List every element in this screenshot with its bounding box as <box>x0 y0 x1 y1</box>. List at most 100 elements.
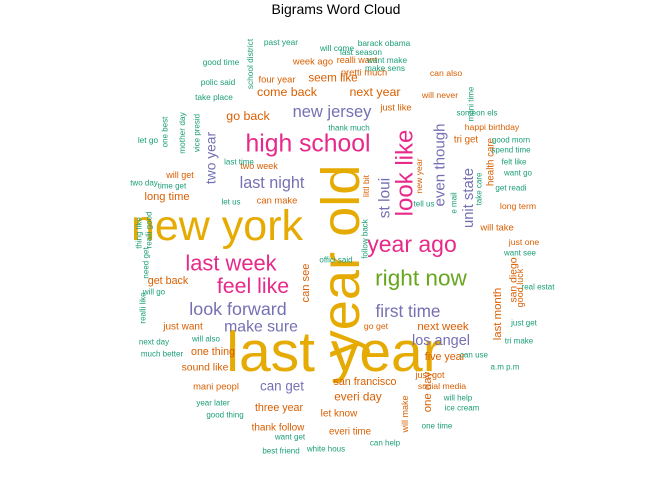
word-vice-presid: vice presid <box>193 114 202 152</box>
word-let-us: let us <box>221 198 240 207</box>
word-want-make: want make <box>366 55 408 65</box>
word-year-old: year old <box>311 165 371 358</box>
word-thank-much: thank much <box>328 124 369 133</box>
word-right-now: right now <box>375 266 467 291</box>
word-everi-time: everi time <box>329 427 371 438</box>
word-spend-time: spend time <box>491 146 531 155</box>
chart-title: Bigrams Word Cloud <box>271 1 401 17</box>
word-will-never: will never <box>421 90 458 100</box>
word-offici-said: offici said <box>319 256 352 265</box>
word-will-also: will also <box>191 335 221 344</box>
word-let-go: let go <box>138 135 159 145</box>
word-white-hous: white hous <box>306 445 345 454</box>
word-long-term: long term <box>500 201 536 211</box>
word-best-friend: best friend <box>262 447 299 456</box>
word-next-year: next year <box>350 85 401 99</box>
word-last-week: last week <box>185 251 276 276</box>
word-long-time: long time <box>144 191 189 203</box>
word-polic-said: polic said <box>201 77 236 87</box>
word-want-see: want see <box>503 249 537 258</box>
word-realli-good: realli good <box>145 212 154 249</box>
word-last-year: last year <box>226 320 441 384</box>
word-get-readi: get readi <box>495 184 526 193</box>
word-one-best: one best <box>161 116 170 147</box>
word-social-media: social media <box>418 381 466 391</box>
word-just-one: just one <box>508 237 540 247</box>
word-ice-cream: ice cream <box>445 404 480 413</box>
word-good-thing: good thing <box>206 411 243 420</box>
word-much-better: much better <box>141 350 184 359</box>
word-one-thing: one thing <box>191 346 235 358</box>
word-san-francisco: san francisco <box>334 376 397 388</box>
word-last-month: last month <box>492 288 504 341</box>
word-new-year: new year <box>414 158 424 193</box>
word-last-night: last night <box>240 174 305 192</box>
word-will-get: will get <box>165 170 194 180</box>
word-everi-day: everi day <box>334 391 382 404</box>
word-felt-like: felt like <box>502 158 527 167</box>
word-three-year: three year <box>255 402 304 414</box>
word-happi-birthday: happi birthday <box>465 122 520 132</box>
word-make-sens: make sens <box>365 63 405 73</box>
word-time-get: time get <box>158 182 187 191</box>
word-want-go: want go <box>503 169 533 178</box>
word-will-take: will take <box>479 222 513 233</box>
word-look-like: look like <box>392 130 419 217</box>
word-let-know: let know <box>321 409 358 420</box>
word-tri-make: tri make <box>505 337 534 346</box>
word-can-also: can also <box>430 68 463 78</box>
word-high-school: high school <box>246 131 371 158</box>
word-pretti-much: pretti much <box>341 67 387 78</box>
word-can-make: can make <box>257 195 298 206</box>
word-just-get: just get <box>510 319 538 328</box>
word-two-week: two week <box>240 161 278 171</box>
word-tri-get: tri get <box>454 135 479 146</box>
word-look-forward: look forward <box>189 299 286 319</box>
word-take-place: take place <box>195 92 233 102</box>
word-a-m-p-m: a.m p.m <box>491 363 520 372</box>
word-first-time: first time <box>376 301 441 321</box>
word-barack-obama: barack obama <box>358 38 411 48</box>
word-one-day: one day <box>422 371 434 412</box>
word-will-help: will help <box>443 394 473 403</box>
word-los-angel: los angel <box>412 333 470 349</box>
word-two-year: two year <box>204 132 219 185</box>
word-feel-like: feel like <box>217 274 289 298</box>
word-go-get: go get <box>364 321 389 331</box>
word-e-mail: e mail <box>450 192 459 214</box>
word-just-like: just like <box>379 102 411 113</box>
word-can-get: can get <box>260 379 304 394</box>
word-real-estat: real estat <box>522 283 556 292</box>
word-health-care: health care <box>486 138 497 186</box>
word-someon-els: someon els <box>457 109 498 118</box>
word-just-want: just want <box>162 322 203 333</box>
word-mani-time: mani time <box>467 86 476 121</box>
word-littl-bit: littl bit <box>361 174 371 197</box>
word-follow-back: follow back <box>361 218 370 259</box>
word-come-back: come back <box>257 85 318 99</box>
word-week-ago: week ago <box>292 56 333 67</box>
word-st-loui: st loui <box>377 178 394 219</box>
word-seem-like: seem like <box>308 72 357 85</box>
word-go-back: go back <box>226 109 270 123</box>
word-last-time: last time <box>224 158 254 167</box>
word-take-care: take care <box>475 172 484 205</box>
word-five-year: five year <box>425 351 466 363</box>
word-year-later: year later <box>196 399 230 408</box>
word-year-ago: year ago <box>367 231 457 257</box>
word-next-day: next day <box>139 338 169 347</box>
word-four-year: four year <box>259 74 296 85</box>
word-new-york: new york <box>131 202 304 250</box>
word-unit-state: unit state <box>461 168 477 228</box>
word-sound-like: sound like <box>182 363 229 374</box>
word-realli-want: realli want <box>337 55 378 65</box>
word-can-see: can see <box>300 264 312 303</box>
word-mother-day: mother day <box>177 111 187 153</box>
word-will-come: will come <box>319 43 355 53</box>
word-realli-like: realli like <box>139 292 148 324</box>
word-mani-peopl: mani peopl <box>193 381 239 392</box>
word-new-jersey: new jersey <box>293 103 373 121</box>
word-past-year: past year <box>264 37 298 47</box>
word-two-day: two day <box>130 179 158 188</box>
